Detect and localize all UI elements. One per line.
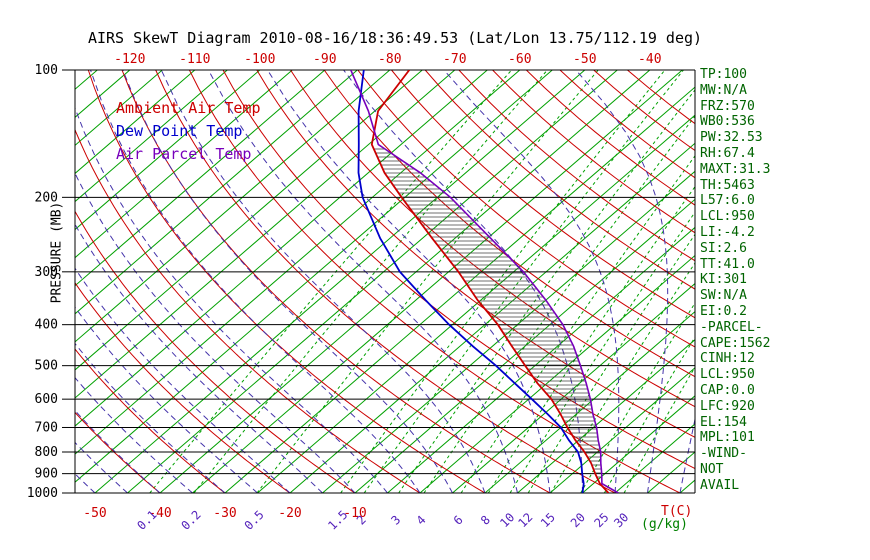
svg-text:-110: -110 — [179, 52, 210, 67]
stat-item: CAP:0.0 — [700, 382, 755, 398]
stat-item: NOT — [700, 461, 724, 477]
svg-text:-80: -80 — [378, 52, 401, 67]
stat-item: LI:-4.2 — [700, 224, 755, 240]
stat-item: MAXT:31.3 — [700, 161, 771, 177]
svg-text:6: 6 — [451, 513, 466, 528]
svg-text:200: 200 — [35, 190, 58, 205]
chart-title: AIRS SkewT Diagram 2010-08-16/18:36:49.5… — [87, 29, 703, 47]
stat-item: MW:N/A — [700, 82, 747, 98]
stat-item: SW:N/A — [700, 288, 747, 304]
svg-text:-40: -40 — [638, 52, 661, 67]
svg-text:0.5: 0.5 — [242, 508, 267, 533]
svg-text:-40: -40 — [148, 506, 171, 521]
svg-text:25: 25 — [592, 510, 612, 530]
stat-item: FRZ:570 — [700, 98, 755, 114]
stat-item: -PARCEL- — [700, 319, 763, 335]
svg-text:900: 900 — [35, 467, 58, 482]
svg-text:-70: -70 — [443, 52, 466, 67]
stat-item: CAPE:1562 — [700, 335, 771, 351]
temp-axis-unit-label: T(C) — [661, 504, 693, 519]
stat-item: EL:154 — [700, 414, 747, 430]
stat-item: LCL:950 — [700, 209, 755, 225]
stat-item: L57:6.0 — [700, 193, 755, 209]
svg-text:-120: -120 — [114, 52, 145, 67]
svg-text:12: 12 — [515, 510, 535, 530]
svg-text:600: 600 — [35, 392, 58, 407]
stat-item: LCL:950 — [700, 367, 755, 383]
svg-text:30: 30 — [611, 510, 631, 530]
stats-panel: TP:100 MW:N/A FRZ:570 WB0:536 PW:32.53 RH:67.… — [700, 67, 770, 494]
stat-item: RH:67.4 — [700, 145, 755, 161]
svg-text:-60: -60 — [508, 52, 531, 67]
stat-item: MPL:101 — [700, 430, 755, 446]
pressure-axis-label: PRESSURE (MB) — [49, 201, 65, 304]
svg-text:500: 500 — [35, 359, 58, 374]
stat-item: PW:32.53 — [700, 130, 763, 146]
svg-text:400: 400 — [35, 318, 58, 333]
stat-item: TH:5463 — [700, 177, 755, 193]
stat-item: WB0:536 — [700, 114, 755, 130]
stat-item: -WIND- — [700, 446, 747, 462]
svg-text:15: 15 — [538, 510, 558, 530]
svg-text:-30: -30 — [213, 506, 236, 521]
svg-text:-20: -20 — [278, 506, 301, 521]
legend-dew-point-temp: Dew Point Temp — [116, 122, 243, 140]
legend-ambient-air-temp: Ambient Air Temp — [116, 99, 261, 117]
svg-text:700: 700 — [35, 420, 58, 435]
svg-text:300: 300 — [35, 265, 58, 280]
stat-item: TP:100 — [700, 67, 747, 82]
stat-item: SI:2.6 — [700, 240, 747, 256]
svg-text:-10: -10 — [343, 506, 366, 521]
svg-text:3: 3 — [388, 513, 403, 528]
stat-item: KI:301 — [700, 272, 747, 288]
svg-text:8: 8 — [478, 513, 493, 528]
svg-text:-50: -50 — [83, 506, 106, 521]
svg-text:-90: -90 — [313, 52, 336, 67]
mixing-ratio-axis-unit-label: (g/kg) — [641, 517, 688, 532]
stat-item: TT:41.0 — [700, 256, 755, 272]
svg-text:-100: -100 — [244, 52, 275, 67]
svg-text:-50: -50 — [573, 52, 596, 67]
svg-text:0.2: 0.2 — [178, 508, 203, 533]
svg-text:20: 20 — [568, 510, 588, 530]
svg-text:1000: 1000 — [27, 486, 58, 501]
legend: Ambient Air Temp Dew Point Temp Air Parc… — [116, 97, 261, 166]
stat-item: LFC:920 — [700, 398, 755, 414]
svg-text:4: 4 — [414, 513, 429, 528]
stat-item: AVAIL — [700, 477, 740, 493]
svg-text:800: 800 — [35, 445, 58, 460]
svg-text:100: 100 — [35, 63, 58, 78]
stat-item: EI:0.2 — [700, 303, 747, 319]
stat-item: CINH:12 — [700, 351, 755, 367]
legend-air-parcel-temp: Air Parcel Temp — [116, 145, 252, 163]
